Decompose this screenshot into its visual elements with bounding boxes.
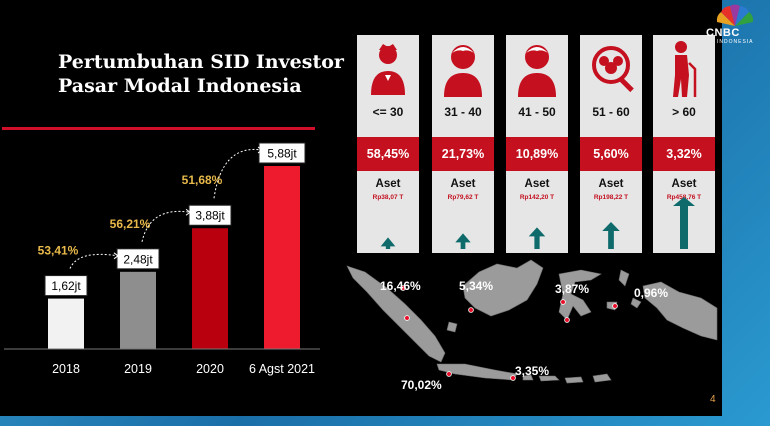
growth-arrow [141,210,191,242]
value-label-box [44,275,88,297]
asset-label: Aset [524,178,550,190]
region-markers [400,285,618,381]
region-label-sulawesi: 3,87% [555,282,590,296]
growth-label: 56,21% [110,217,151,231]
young-person-icon [371,44,405,95]
person-icon [444,45,482,97]
growth-label: 51,68% [182,173,223,187]
age-share: 58,45% [357,137,419,171]
island-sulawesi [558,269,602,321]
asset-label: Aset [375,178,401,190]
age-range: 41 - 50 [518,105,556,119]
group-search-icon [592,46,634,93]
age-range: > 60 [672,105,696,119]
region-label-kalimantan: 5,34% [459,279,494,293]
age-share: 5,60% [580,137,642,171]
growth-label: 53,41% [38,244,79,258]
marker-sumatera-south [404,315,410,321]
region-label-jawa: 70,02% [401,378,442,392]
value-label-box [258,142,306,164]
bar-2018 [48,298,84,349]
title-underline [2,127,315,130]
growth-arrow [69,253,119,269]
asset-arrow-icon [528,227,546,249]
marker-kalimantan [468,307,474,313]
age-card-4: 51 - 60 5,60% Aset Rp198,22 T [580,35,642,253]
marker-sulawesi-south [564,317,570,323]
asset-arrow-icon [602,221,620,249]
age-card-2: 31 - 40 21,73% Aset Rp79,62 T [432,35,494,253]
age-card-1: <= 30 58,45% Aset Rp38,07 T [357,35,419,253]
island-maluku [606,269,642,311]
growth-arrowhead [185,208,191,216]
asset-value: Rp79,62 T [447,194,479,201]
island-sumatera [346,265,446,363]
marker-bali-nusa [510,375,516,381]
page-number: 4 [710,394,716,405]
asset-arrow-icon [380,237,396,249]
asset-arrow-icon [673,197,695,249]
bar-2020 [192,228,228,349]
value-label: 5,88jt [267,147,297,161]
title-line-2: Pasar Modal Indonesia [58,75,302,97]
map-islands [346,259,718,384]
marker-sumatera [400,285,406,291]
asset-value: Rp38,07 T [372,194,404,201]
asset-value: Rp142,20 T [519,194,555,201]
growth-arrowhead [257,146,263,154]
slide: Pertumbuhan SID Investor Pasar Modal Ind… [0,0,722,416]
value-label-box [188,204,232,226]
island-kalimantan [462,259,544,317]
region-label-papua: 0,96% [634,286,669,300]
age-share: 10,89% [506,137,568,171]
island-nusa-tenggara [522,373,612,384]
bar-6-Agst-2021 [264,166,300,349]
page-title: Pertumbuhan SID Investor Pasar Modal Ind… [58,50,344,98]
x-tick-label: 2019 [124,362,152,376]
island-papua [642,281,718,341]
logo-name: CNBC [706,27,740,39]
age-share: 3,32% [653,137,715,171]
age-range: 51 - 60 [592,105,630,119]
x-tick-label: 6 Agst 2021 [249,362,315,376]
region-label-bali-nusa: 3,35% [515,364,550,378]
value-label: 2,48jt [123,252,153,266]
value-label: 3,88jt [195,209,225,223]
value-label: 1,62jt [51,279,81,293]
growth-arrow [213,148,263,199]
island-bangka [446,321,458,333]
sid-growth-bar-chart: 2018 2019 2020 6 Agst 2021 1,62jt 2,48jt 3,88j… [4,142,320,376]
asset-label: Aset [598,178,624,190]
x-tick-label: 2020 [196,362,224,376]
cnbc-peacock-icon [716,4,754,26]
marker-sulawesi [560,299,566,305]
logo-subtext: INDONESIA [717,39,754,45]
region-label-sumatera: 16,46% [380,279,421,293]
asset-label: Aset [671,178,697,190]
x-tick-label: 2018 [52,362,80,376]
marker-jawa [446,371,452,377]
value-label-box [116,248,160,270]
growth-arrowhead [113,252,119,260]
elderly-person-icon [673,41,697,97]
marker-papua [612,303,618,309]
asset-label: Aset [450,178,476,190]
age-share: 21,73% [432,137,494,171]
title-line-1: Pertumbuhan SID Investor [58,51,344,73]
age-range: <= 30 [372,105,404,119]
bar-2019 [120,271,156,349]
person-icon [518,45,556,97]
asset-arrow-icon [455,233,471,249]
indonesia-map [346,259,718,384]
age-card-5: > 60 3,32% Aset Rp458,76 T [653,35,715,253]
asset-value: Rp198,22 T [593,194,629,201]
age-card-3: 41 - 50 10,89% Aset Rp142,20 T [506,35,568,253]
age-range: 31 - 40 [444,105,482,119]
